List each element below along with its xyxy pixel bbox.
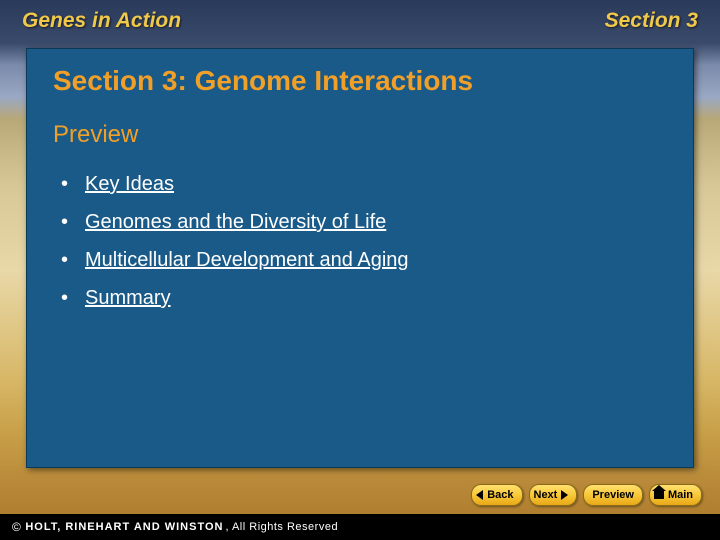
header-bar: Genes in Action Section 3	[0, 0, 720, 42]
back-label: Back	[487, 489, 513, 501]
arrow-left-icon	[476, 490, 483, 500]
link-summary[interactable]: Summary	[85, 287, 171, 309]
content-panel: Section 3: Genome Interactions Preview K…	[26, 48, 694, 468]
list-item: Multicellular Development and Aging	[61, 241, 667, 279]
footer-bar: © HOLT, RINEHART AND WINSTON , All Right…	[0, 514, 720, 540]
next-button[interactable]: Next	[529, 484, 578, 506]
panel-subtitle: Preview	[53, 121, 667, 149]
preview-list: Key Ideas Genomes and the Diversity of L…	[53, 165, 667, 317]
next-label: Next	[534, 489, 558, 501]
arrow-right-icon	[561, 490, 568, 500]
list-item: Key Ideas	[61, 165, 667, 203]
main-button[interactable]: Main	[649, 484, 702, 506]
home-icon	[654, 491, 664, 499]
header-left: Genes in Action	[22, 9, 181, 33]
link-multicellular-dev[interactable]: Multicellular Development and Aging	[85, 249, 409, 271]
link-key-ideas[interactable]: Key Ideas	[85, 173, 174, 195]
header-right: Section 3	[605, 9, 698, 33]
footer-rest: , All Rights Reserved	[225, 521, 338, 533]
link-genomes-diversity[interactable]: Genomes and the Diversity of Life	[85, 211, 386, 233]
nav-buttons: Back Next Preview Main	[471, 484, 702, 506]
main-label: Main	[668, 489, 693, 501]
copyright-icon: ©	[12, 520, 21, 534]
footer-brand: HOLT, RINEHART AND WINSTON	[25, 521, 223, 533]
list-item: Genomes and the Diversity of Life	[61, 203, 667, 241]
slide: Genes in Action Section 3 Section 3: Gen…	[0, 0, 720, 540]
preview-label: Preview	[592, 489, 634, 501]
list-item: Summary	[61, 279, 667, 317]
preview-button[interactable]: Preview	[583, 484, 643, 506]
section-title: Section 3: Genome Interactions	[53, 65, 667, 97]
back-button[interactable]: Back	[471, 484, 522, 506]
